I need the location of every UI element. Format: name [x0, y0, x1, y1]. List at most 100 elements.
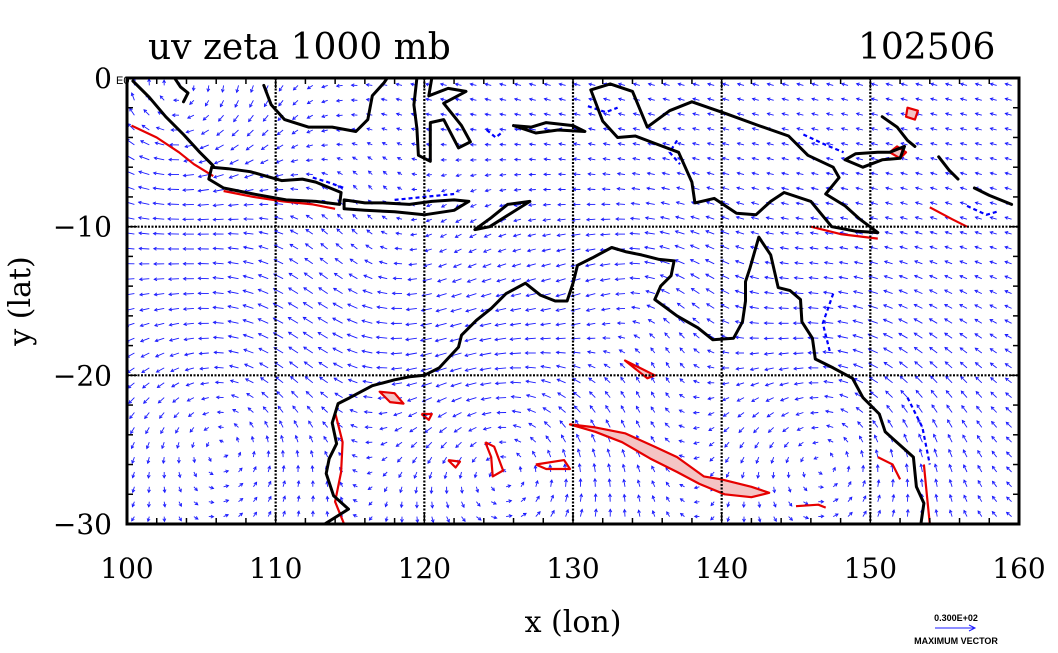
wind-vector: [726, 516, 731, 523]
wind-vector: [795, 171, 804, 176]
wind-vector: [302, 331, 314, 339]
wind-vector: [425, 218, 432, 223]
wind-vector: [484, 142, 492, 147]
wind-vector: [751, 141, 759, 146]
wind-vector: [390, 336, 403, 341]
wind-vector: [749, 290, 759, 295]
wind-vector: [617, 97, 626, 102]
wind-vector: [263, 100, 269, 108]
wind-vector: [543, 172, 551, 177]
wind-vector: [905, 493, 910, 502]
wind-vector: [480, 397, 492, 401]
wind-vector: [706, 380, 715, 385]
wind-vector: [665, 481, 670, 488]
wind-vector: [131, 486, 136, 494]
wind-vector: [928, 274, 938, 280]
wind-vector: [651, 391, 656, 398]
negative-vorticity-contour: [486, 129, 504, 139]
wind-vector: [726, 501, 731, 508]
wind-vector: [822, 350, 834, 354]
wind-vector: [561, 434, 566, 443]
wind-vector: [424, 233, 432, 238]
wind-vector: [265, 435, 270, 443]
wind-vector: [602, 157, 611, 161]
wind-vector: [182, 188, 194, 192]
wind-vector: [855, 112, 864, 116]
wind-vector: [129, 412, 135, 420]
wind-vector: [619, 362, 626, 369]
wind-vector: [288, 258, 299, 265]
wind-vector: [974, 304, 983, 309]
wind-vector: [990, 406, 998, 413]
wind-vector: [191, 85, 196, 92]
wind-vector: [959, 289, 968, 295]
wind-vector: [989, 333, 997, 339]
wind-vector: [469, 127, 477, 132]
wind-vector: [246, 129, 254, 137]
wind-vector: [215, 395, 224, 400]
wind-vector: [794, 246, 804, 250]
wind-vector: [379, 426, 388, 431]
wind-vector: [175, 427, 180, 434]
wind-vector: [812, 440, 819, 445]
wind-vector: [380, 97, 388, 102]
wind-vector: [189, 99, 195, 105]
wind-vector: [1004, 186, 1012, 191]
wind-vector: [543, 421, 552, 428]
wind-vector: [779, 397, 789, 402]
wind-vector: [780, 171, 789, 176]
wind-vector: [528, 112, 536, 117]
wind-vector: [678, 454, 685, 458]
wind-vector: [929, 375, 938, 384]
wind-vector: [390, 366, 403, 371]
wind-vector: [576, 433, 581, 443]
wind-vector: [708, 441, 715, 447]
wind-vector: [1004, 112, 1012, 116]
wind-vector: [309, 449, 314, 458]
wind-vector: [303, 361, 314, 369]
wind-vector: [325, 495, 330, 502]
wind-vector: [665, 346, 670, 354]
wind-vector: [1005, 392, 1012, 398]
wind-vector: [227, 275, 239, 280]
wind-vector: [528, 172, 536, 177]
wind-vector: [304, 257, 314, 265]
wind-vector: [749, 351, 759, 356]
wind-vector: [839, 245, 849, 250]
wind-vector: [974, 82, 982, 87]
wind-vector: [351, 142, 358, 146]
wind-vector: [766, 171, 774, 176]
wind-vector: [350, 98, 358, 103]
negative-vorticity-contour: [966, 204, 998, 216]
wind-vector: [678, 409, 685, 413]
wind-vector: [763, 321, 774, 325]
wind-vector: [646, 171, 655, 176]
wind-vector: [437, 278, 447, 283]
wind-vector: [795, 201, 804, 206]
wind-vector: [382, 185, 388, 190]
x-tick-label: 140: [695, 552, 748, 585]
wind-vector: [807, 320, 819, 325]
wind-vector: [900, 141, 908, 146]
wind-vector: [704, 244, 715, 250]
wind-vector: [693, 500, 700, 504]
wind-vector: [171, 113, 180, 118]
wind-vector: [440, 188, 447, 193]
wind-vector: [294, 434, 299, 443]
wind-vector: [771, 471, 776, 479]
wind-vector: [378, 260, 388, 265]
wind-vector: [208, 485, 215, 490]
wind-vector: [650, 421, 656, 428]
wind-vector: [855, 171, 864, 176]
coastline: [173, 78, 190, 104]
wind-vector: [974, 289, 982, 295]
wind-vector: [499, 173, 507, 177]
wind-vector: [809, 410, 819, 415]
wind-vector: [991, 450, 998, 458]
wind-vector: [930, 156, 938, 161]
wind-vector: [513, 82, 522, 87]
wind-vector: [182, 247, 194, 251]
wind-vector: [311, 495, 315, 502]
wind-vector: [362, 289, 373, 295]
positive-vorticity-contour: [447, 459, 462, 469]
